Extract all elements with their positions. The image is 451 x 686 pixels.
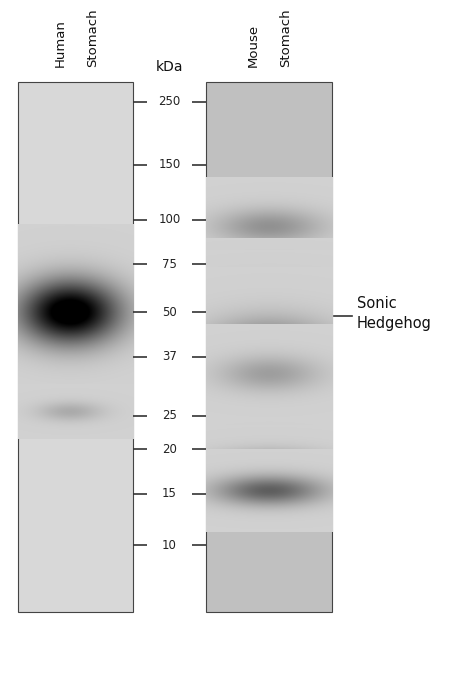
Text: 100: 100 bbox=[158, 213, 180, 226]
Text: 50: 50 bbox=[162, 306, 176, 318]
Text: Human: Human bbox=[53, 19, 66, 67]
Text: 15: 15 bbox=[162, 488, 176, 500]
Text: 75: 75 bbox=[162, 258, 176, 270]
Bar bbox=[18, 82, 133, 612]
Text: 37: 37 bbox=[162, 351, 176, 363]
Text: 20: 20 bbox=[162, 443, 176, 456]
Text: Mouse: Mouse bbox=[246, 24, 259, 67]
Text: 150: 150 bbox=[158, 158, 180, 171]
Text: Stomach: Stomach bbox=[279, 9, 292, 67]
Text: 25: 25 bbox=[162, 410, 176, 422]
Bar bbox=[205, 82, 331, 612]
Text: 10: 10 bbox=[162, 539, 176, 552]
Text: 250: 250 bbox=[158, 95, 180, 108]
Text: Sonic
Hedgehog: Sonic Hedgehog bbox=[356, 296, 431, 331]
Text: kDa: kDa bbox=[156, 60, 183, 74]
Text: Stomach: Stomach bbox=[86, 9, 99, 67]
